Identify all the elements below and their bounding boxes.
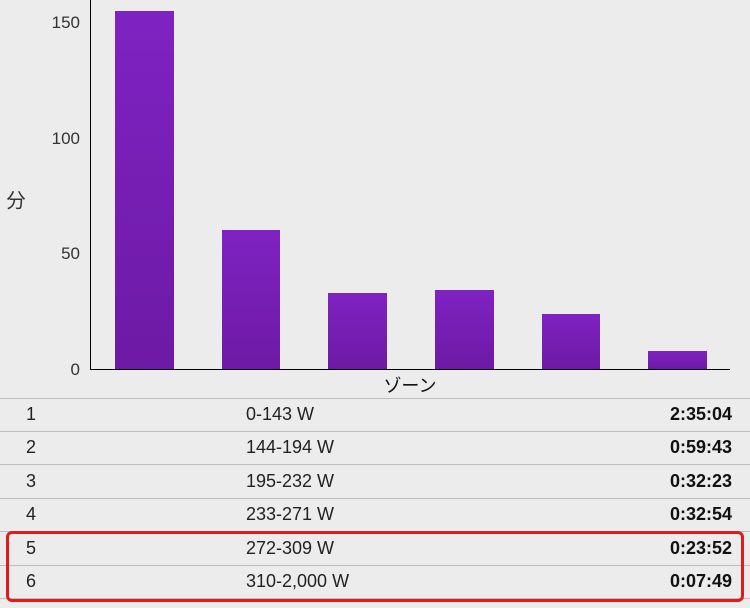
y-axis-label: 分 bbox=[6, 185, 26, 214]
zone-time: 2:35:04 bbox=[670, 404, 732, 425]
zone-range: 144-194 W bbox=[246, 437, 670, 458]
y-tick: 150 bbox=[52, 13, 86, 33]
plot-area bbox=[90, 0, 730, 370]
zone-row: 3195-232 W0:32:23 bbox=[0, 465, 750, 499]
zone-time: 0:32:54 bbox=[670, 504, 732, 525]
zone-number: 2 bbox=[26, 437, 246, 458]
zone-number: 4 bbox=[26, 504, 246, 525]
zone-row: 4233-271 W0:32:54 bbox=[0, 499, 750, 533]
bar bbox=[115, 11, 174, 369]
zone-time: 0:32:23 bbox=[670, 471, 732, 492]
bar bbox=[648, 351, 707, 370]
zone-number: 5 bbox=[26, 538, 246, 559]
zone-row: 6310-2,000 W0:07:49 bbox=[0, 566, 750, 600]
zone-range: 310-2,000 W bbox=[246, 571, 670, 592]
zone-range: 272-309 W bbox=[246, 538, 670, 559]
zone-table: 10-143 W2:35:042144-194 W0:59:433195-232… bbox=[0, 398, 750, 599]
zone-row: 2144-194 W0:59:43 bbox=[0, 432, 750, 466]
zone-range: 195-232 W bbox=[246, 471, 670, 492]
zone-row: 5272-309 W0:23:52 bbox=[0, 532, 750, 566]
x-axis-label: ゾーン bbox=[90, 372, 730, 398]
zone-number: 3 bbox=[26, 471, 246, 492]
bar bbox=[542, 314, 601, 370]
zone-number: 6 bbox=[26, 571, 246, 592]
bar bbox=[328, 293, 387, 369]
y-tick: 50 bbox=[61, 244, 86, 264]
zone-chart: 分 ゾーン 0 50 100 150 bbox=[0, 0, 750, 398]
bar bbox=[435, 290, 494, 369]
zone-number: 1 bbox=[26, 404, 246, 425]
zone-range: 233-271 W bbox=[246, 504, 670, 525]
zone-row: 10-143 W2:35:04 bbox=[0, 398, 750, 432]
bar bbox=[222, 230, 281, 369]
zone-range: 0-143 W bbox=[246, 404, 670, 425]
zone-time: 0:07:49 bbox=[670, 571, 732, 592]
y-tick: 0 bbox=[71, 360, 86, 380]
zone-time: 0:59:43 bbox=[670, 437, 732, 458]
y-tick: 100 bbox=[52, 129, 86, 149]
zone-time: 0:23:52 bbox=[670, 538, 732, 559]
